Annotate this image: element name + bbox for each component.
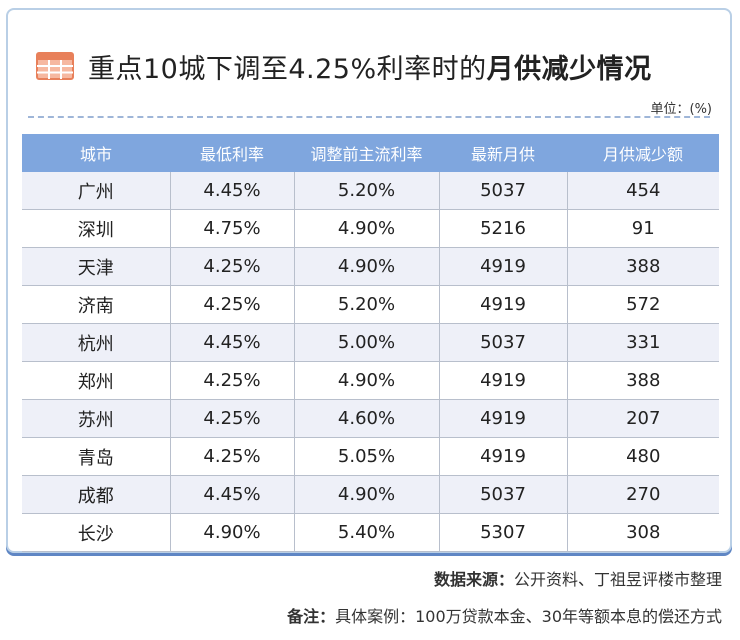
- cell-prev-rate: 5.00%: [294, 323, 440, 362]
- note-label: 备注：: [287, 607, 336, 626]
- table-row: 济南 4.25% 5.20% 4919 572: [22, 285, 719, 324]
- source-text: 公开资料、丁祖昱评楼市整理: [513, 570, 722, 589]
- header-min-rate: 最低利率: [170, 134, 294, 172]
- cell-city: 广州: [22, 172, 171, 210]
- cell-min-rate: 4.45%: [170, 172, 295, 210]
- header-city: 城市: [22, 134, 170, 172]
- table-row: 郑州 4.25% 4.90% 4919 388: [22, 361, 719, 400]
- cell-min-rate: 4.75%: [170, 209, 295, 248]
- cell-reduction: 454: [567, 172, 719, 210]
- cell-new-payment: 5216: [439, 209, 568, 248]
- header-prev-rate: 调整前主流利率: [294, 134, 439, 172]
- cell-new-payment: 5307: [439, 513, 568, 552]
- cell-min-rate: 4.45%: [170, 475, 295, 514]
- cell-new-payment: 5037: [439, 323, 568, 362]
- cell-prev-rate: 5.20%: [294, 285, 440, 324]
- cell-new-payment: 4919: [439, 361, 568, 400]
- cell-reduction: 572: [567, 285, 719, 324]
- cell-city: 杭州: [22, 323, 171, 362]
- cell-new-payment: 5037: [439, 172, 568, 210]
- dashed-divider: [28, 116, 710, 118]
- table-body: 广州 4.45% 5.20% 5037 454 深圳 4.75% 4.90% 5216 91 天津 4…: [22, 172, 719, 552]
- cell-prev-rate: 4.90%: [294, 361, 440, 400]
- cell-reduction: 331: [567, 323, 719, 362]
- cell-new-payment: 5037: [439, 475, 568, 514]
- cell-reduction: 91: [567, 209, 719, 248]
- table-row: 苏州 4.25% 4.60% 4919 207: [22, 399, 719, 438]
- cell-min-rate: 4.90%: [170, 513, 295, 552]
- note-text: 具体案例：100万贷款本金、30年等额本息的偿还方式: [335, 607, 722, 626]
- table-row: 深圳 4.75% 4.90% 5216 91: [22, 209, 719, 248]
- table-row: 杭州 4.45% 5.00% 5037 331: [22, 323, 719, 362]
- cell-new-payment: 4919: [439, 399, 568, 438]
- cell-prev-rate: 5.05%: [294, 437, 440, 476]
- cell-prev-rate: 5.20%: [294, 172, 440, 210]
- table-icon: [36, 52, 74, 80]
- cell-city: 苏州: [22, 399, 171, 438]
- cell-new-payment: 4919: [439, 285, 568, 324]
- cell-reduction: 388: [567, 247, 719, 286]
- unit-label: 单位：(%): [650, 102, 713, 117]
- cell-city: 济南: [22, 285, 171, 324]
- cell-min-rate: 4.25%: [170, 285, 295, 324]
- cell-prev-rate: 4.60%: [294, 399, 440, 438]
- data-source: 数据来源：公开资料、丁祖昱评楼市整理: [434, 566, 722, 590]
- cell-city: 成都: [22, 475, 171, 514]
- cell-min-rate: 4.45%: [170, 323, 295, 362]
- title-bold: 月供减少情况: [486, 53, 652, 85]
- cell-min-rate: 4.25%: [170, 361, 295, 400]
- header-reduction: 月供减少额: [567, 134, 719, 172]
- table-header-row: 城市 最低利率 调整前主流利率 最新月供 月供减少额: [22, 134, 719, 172]
- table-row: 长沙 4.90% 5.40% 5307 308: [22, 513, 719, 552]
- cell-reduction: 207: [567, 399, 719, 438]
- cell-prev-rate: 4.90%: [294, 475, 440, 514]
- table-row: 青岛 4.25% 5.05% 4919 480: [22, 437, 719, 476]
- cell-new-payment: 4919: [439, 247, 568, 286]
- cell-reduction: 308: [567, 513, 719, 552]
- page-title: 重点10城下调至4.25%利率时的月供减少情况: [88, 47, 652, 86]
- table-row: 广州 4.45% 5.20% 5037 454: [22, 172, 719, 210]
- cell-min-rate: 4.25%: [170, 247, 295, 286]
- rate-table: 城市 最低利率 调整前主流利率 最新月供 月供减少额 广州 4.45% 5.20% 5…: [22, 134, 719, 552]
- cell-city: 郑州: [22, 361, 171, 400]
- header-new-payment: 最新月供: [439, 134, 567, 172]
- table-row: 天津 4.25% 4.90% 4919 388: [22, 247, 719, 286]
- cell-reduction: 270: [567, 475, 719, 514]
- table-row: 成都 4.45% 4.90% 5037 270: [22, 475, 719, 514]
- cell-city: 深圳: [22, 209, 171, 248]
- cell-city: 天津: [22, 247, 171, 286]
- cell-min-rate: 4.25%: [170, 399, 295, 438]
- cell-city: 青岛: [22, 437, 171, 476]
- cell-prev-rate: 4.90%: [294, 247, 440, 286]
- cell-reduction: 480: [567, 437, 719, 476]
- footnote: 备注：具体案例：100万贷款本金、30年等额本息的偿还方式: [287, 603, 722, 627]
- cell-city: 长沙: [22, 513, 171, 552]
- title-prefix: 重点10城下调至4.25%利率时的: [88, 53, 487, 85]
- cell-reduction: 388: [567, 361, 719, 400]
- cell-min-rate: 4.25%: [170, 437, 295, 476]
- cell-prev-rate: 4.90%: [294, 209, 440, 248]
- source-label: 数据来源：: [433, 570, 514, 589]
- cell-new-payment: 4919: [439, 437, 568, 476]
- cell-prev-rate: 5.40%: [294, 513, 440, 552]
- title-row: 重点10城下调至4.25%利率时的月供减少情况: [36, 46, 652, 86]
